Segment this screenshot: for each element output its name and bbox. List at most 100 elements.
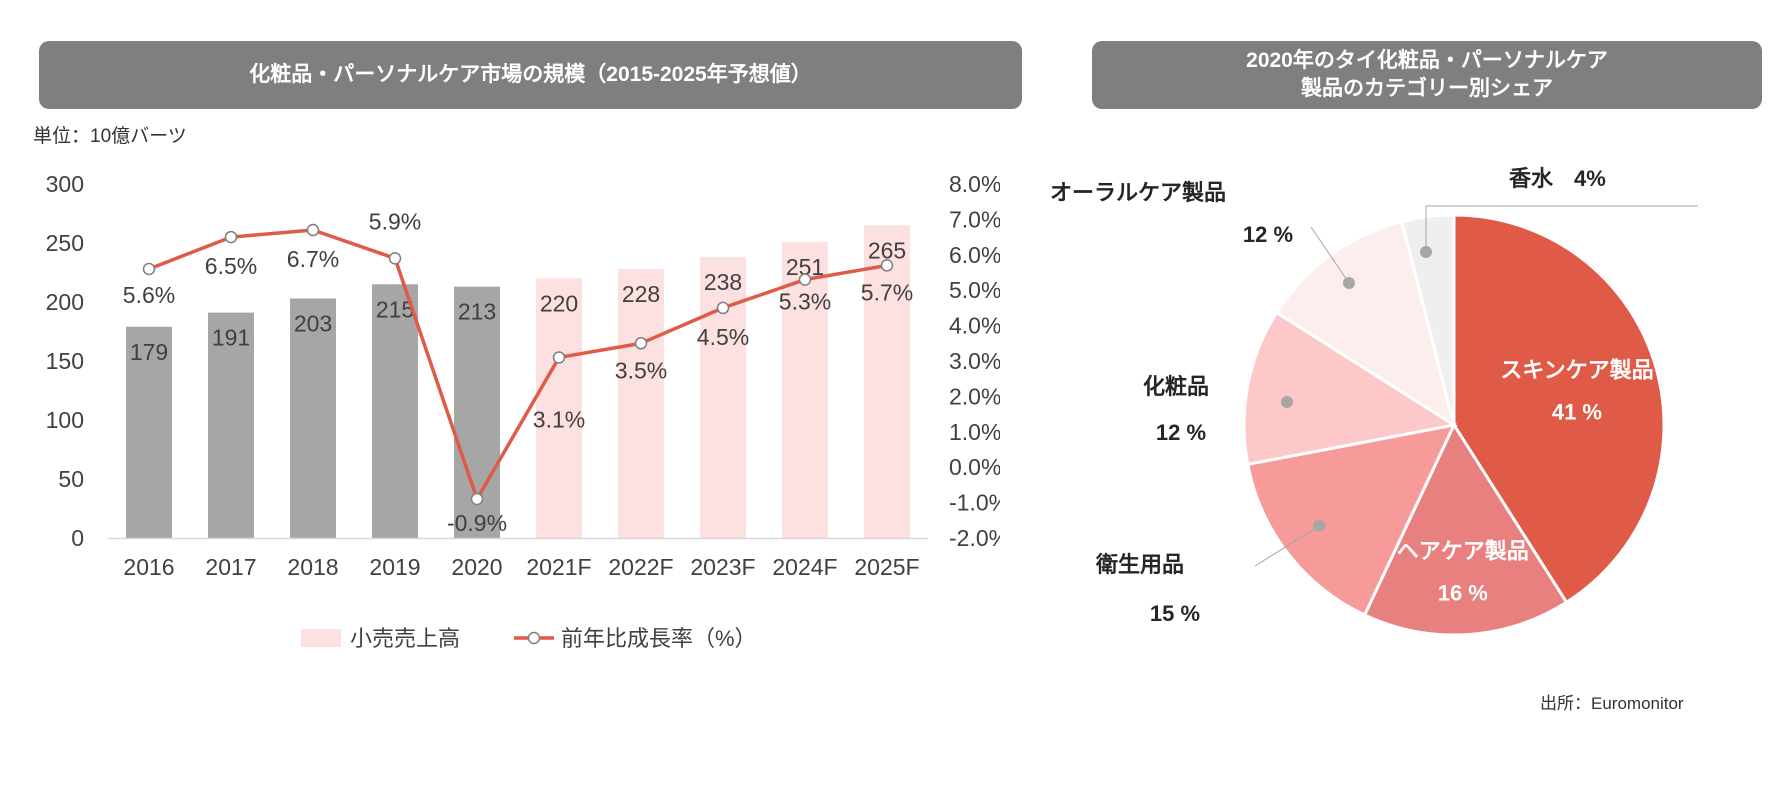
legend-label-growth: 前年比成長率（%） xyxy=(561,626,757,651)
pie-slices xyxy=(1242,213,1666,637)
y-right-tick-label: -1.0% xyxy=(949,490,1000,516)
pie-leader-dot xyxy=(1420,246,1432,258)
bar-chart-title-text: 化粧品・パーソナルケア市場の規模（2015-2025年予想値） xyxy=(249,63,812,86)
y-left-tick-label: 150 xyxy=(46,348,84,374)
growth-rate-label: 3.5% xyxy=(615,357,667,383)
y-right-tick-label: 4.0% xyxy=(949,313,1000,339)
growth-rate-label: 5.9% xyxy=(369,208,421,234)
growth-rate-marker xyxy=(224,230,238,244)
pie-slice-percent: 41 % xyxy=(1552,399,1602,424)
pie-slice-percent: 16 % xyxy=(1438,581,1488,606)
bar-value-label: 238 xyxy=(704,269,742,295)
growth-rate-label: 3.1% xyxy=(533,406,585,432)
unit-label: 単位：10億バーツ xyxy=(33,126,187,147)
growth-rate-marker xyxy=(880,259,894,272)
legend: 小売売上高 前年比成長率（%） xyxy=(301,626,757,651)
y-left-tick-label: 100 xyxy=(46,407,84,433)
sales-bar xyxy=(290,298,336,538)
sales-bar xyxy=(864,225,910,539)
legend-label-sales: 小売売上高 xyxy=(350,626,460,651)
x-tick-label: 2019 xyxy=(369,554,420,580)
pie-leader-dot xyxy=(1281,396,1293,408)
pie-slice-label: オーラルケア製品 xyxy=(1050,180,1226,205)
growth-rate-marker xyxy=(388,252,402,265)
growth-rate-marker xyxy=(306,223,320,237)
y-right-tick-label: 2.0% xyxy=(949,383,1000,409)
y-left-tick-label: 250 xyxy=(46,230,84,256)
pie-slice xyxy=(1245,422,1457,618)
y-right-tick-label: 6.0% xyxy=(949,242,1000,268)
y-right-tick-label: 7.0% xyxy=(949,206,1000,232)
pie-chart-title-line2: 製品のカテゴリー別シェア xyxy=(1301,77,1553,100)
x-tick-label: 2021F xyxy=(526,554,591,580)
growth-rate-label: -0.9% xyxy=(447,510,507,536)
y-left-tick-label: 50 xyxy=(58,466,84,492)
pie-chart-title-line1: 2020年のタイ化粧品・パーソナルケア xyxy=(1246,49,1608,72)
pie-slice-percent: 4% xyxy=(1574,166,1606,191)
y-right-tick-label: 1.0% xyxy=(949,419,1000,445)
growth-rate-marker xyxy=(716,301,730,315)
pie-chart-title: 2020年のタイ化粧品・パーソナルケア 製品のカテゴリー別シェア xyxy=(1092,41,1762,109)
pie-leader-dot xyxy=(1313,520,1325,532)
growth-rate-label: 5.6% xyxy=(123,282,175,308)
x-tick-label: 2023F xyxy=(690,554,755,580)
pie-slice-label: スキンケア製品 xyxy=(1500,357,1653,382)
pie-leader-dot xyxy=(1343,277,1355,289)
legend-swatch-sales xyxy=(301,629,341,647)
growth-rate-marker xyxy=(798,273,812,286)
pie-slice xyxy=(1242,310,1459,467)
bar-value-label: 191 xyxy=(212,325,250,351)
x-tick-label: 2018 xyxy=(287,554,338,580)
y-right-tick-label: 0.0% xyxy=(949,454,1000,480)
source-label: 出所：Euromonitor xyxy=(1540,694,1684,713)
y-right-tick-label: 5.0% xyxy=(949,277,1000,303)
y-right-tick-label: 3.0% xyxy=(949,348,1000,374)
pie-slice-percent: 15 % xyxy=(1150,601,1200,626)
sales-bar xyxy=(208,312,254,538)
pie-leader-line xyxy=(1425,205,1698,252)
growth-rate-label: 6.7% xyxy=(287,246,339,272)
growth-rate-label: 5.3% xyxy=(779,289,831,315)
sales-bar xyxy=(536,278,582,538)
x-tick-label: 2022F xyxy=(608,554,673,580)
growth-rate-label: 6.5% xyxy=(205,253,257,279)
bar-value-label: 228 xyxy=(622,281,660,307)
pie-slice xyxy=(1399,213,1456,426)
pie-leader-line xyxy=(1254,525,1320,567)
y-right-tick-label: -2.0% xyxy=(949,525,1000,551)
sales-bar xyxy=(618,268,664,538)
growth-rate-label: 5.7% xyxy=(861,279,913,305)
x-tick-label: 2016 xyxy=(123,554,174,580)
combo-chart: 0 50 100 150 200 250 300 -2.0% -1.0% 0.0% 1.0% 2.0%… xyxy=(46,171,1000,651)
x-tick-label: 2024F xyxy=(772,554,837,580)
pie-slice-percent: 12 % xyxy=(1156,420,1206,445)
y-left-tick-label: 200 xyxy=(46,289,84,315)
pie-slice-percent: 12 % xyxy=(1243,222,1293,247)
y-right-tick-label: 8.0% xyxy=(949,171,1000,197)
bar-value-label: 213 xyxy=(458,299,496,325)
bar-value-label: 220 xyxy=(540,290,578,316)
bar-value-label: 179 xyxy=(130,339,168,365)
pie-slice xyxy=(1362,421,1569,637)
growth-rate-marker xyxy=(470,492,484,506)
bar-value-label: 203 xyxy=(294,310,332,336)
growth-rate-label: 4.5% xyxy=(697,324,749,350)
growth-rate-marker xyxy=(634,337,648,350)
y-left-tick-label: 300 xyxy=(46,171,84,197)
y-left-tick-label: 0 xyxy=(71,525,84,551)
x-tick-label: 2017 xyxy=(205,554,256,580)
pie-leader-line xyxy=(1310,226,1350,284)
pie-slice-label: ヘアケア製品 xyxy=(1397,539,1529,564)
x-tick-label: 2025F xyxy=(854,554,919,580)
sales-bar xyxy=(782,241,828,538)
legend-marker-growth xyxy=(527,631,541,645)
growth-rate-marker xyxy=(552,351,566,364)
pie-slice-label: 化粧品 xyxy=(1143,374,1209,399)
pie-slice-label: 香水 xyxy=(1509,166,1554,191)
growth-rate-marker xyxy=(142,262,156,276)
sales-bar xyxy=(372,284,418,538)
pie-slice-label: 衛生用品 xyxy=(1095,552,1184,577)
sales-bar xyxy=(126,326,172,538)
growth-rate-line xyxy=(148,228,888,501)
